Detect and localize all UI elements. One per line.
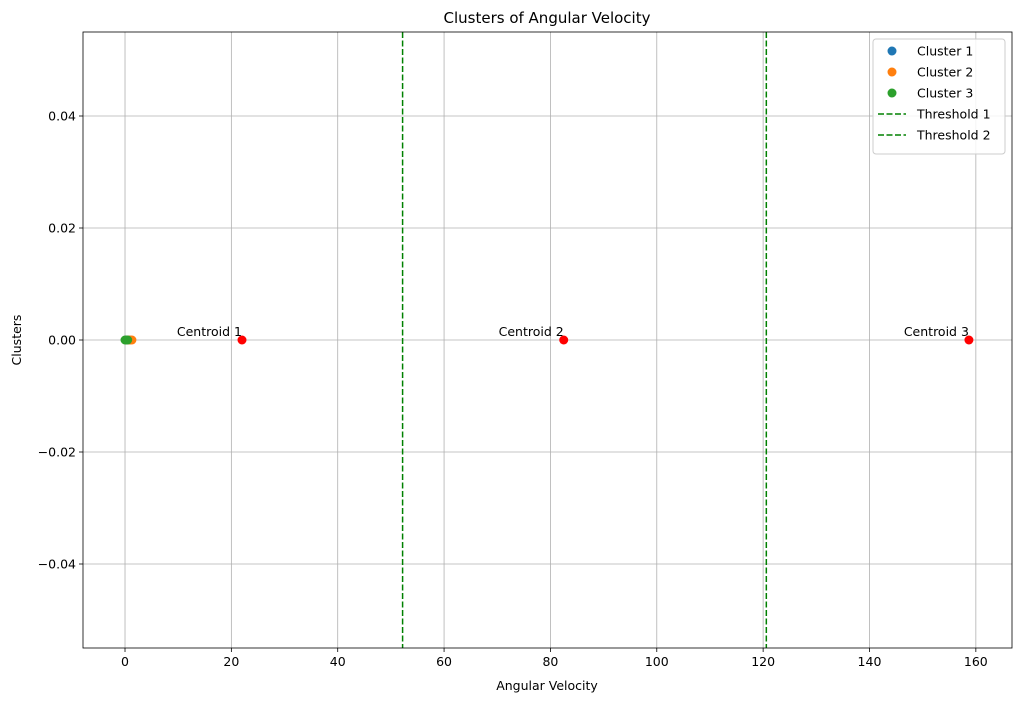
data-point: [123, 335, 133, 345]
legend-label: Cluster 1: [917, 44, 973, 59]
legend-label: Cluster 2: [917, 65, 973, 80]
legend: Cluster 1 Cluster 2 Cluster 3 Threshold 1 Th…: [872, 38, 1006, 155]
centroids: Centroid 1 Centroid 2 Centroid 3: [177, 324, 974, 345]
x-tick-label: 20: [223, 654, 239, 669]
centroid-point: [964, 335, 974, 345]
data-points: [120, 335, 137, 345]
x-tick-label: 80: [542, 654, 558, 669]
legend-box: [872, 38, 1006, 155]
y-tick-label: 0.02: [48, 221, 76, 236]
legend-label: Threshold 2: [916, 128, 991, 143]
y-tick-label: 0.04: [48, 109, 76, 124]
threshold-lines: [401, 32, 768, 648]
legend-label: Threshold 1: [916, 107, 991, 122]
centroid-point: [559, 335, 569, 345]
x-axis-label: Angular Velocity: [496, 678, 598, 693]
legend-marker: [887, 88, 897, 98]
centroid-label: Centroid 1: [177, 324, 242, 339]
y-axis-ticks: −0.04 −0.02 0.00 0.02 0.04: [38, 109, 83, 572]
centroid-point: [237, 335, 247, 345]
x-axis-ticks: 0 20 40 60 80 100 120 140 160: [121, 648, 988, 669]
legend-marker: [887, 67, 897, 77]
legend-marker: [887, 46, 897, 56]
chart-title: Clusters of Angular Velocity: [444, 9, 651, 27]
y-tick-label: −0.04: [38, 557, 76, 572]
centroid-label: Centroid 3: [904, 324, 969, 339]
x-tick-label: 120: [751, 654, 775, 669]
y-tick-label: 0.00: [48, 333, 76, 348]
x-tick-label: 40: [330, 654, 346, 669]
x-tick-label: 160: [964, 654, 988, 669]
x-tick-label: 0: [121, 654, 129, 669]
y-axis-label: Clusters: [9, 315, 24, 366]
legend-label: Cluster 3: [917, 86, 973, 101]
x-tick-label: 100: [645, 654, 669, 669]
x-tick-label: 140: [858, 654, 882, 669]
x-tick-label: 60: [436, 654, 452, 669]
y-tick-label: −0.02: [38, 445, 76, 460]
centroid-label: Centroid 2: [499, 324, 564, 339]
